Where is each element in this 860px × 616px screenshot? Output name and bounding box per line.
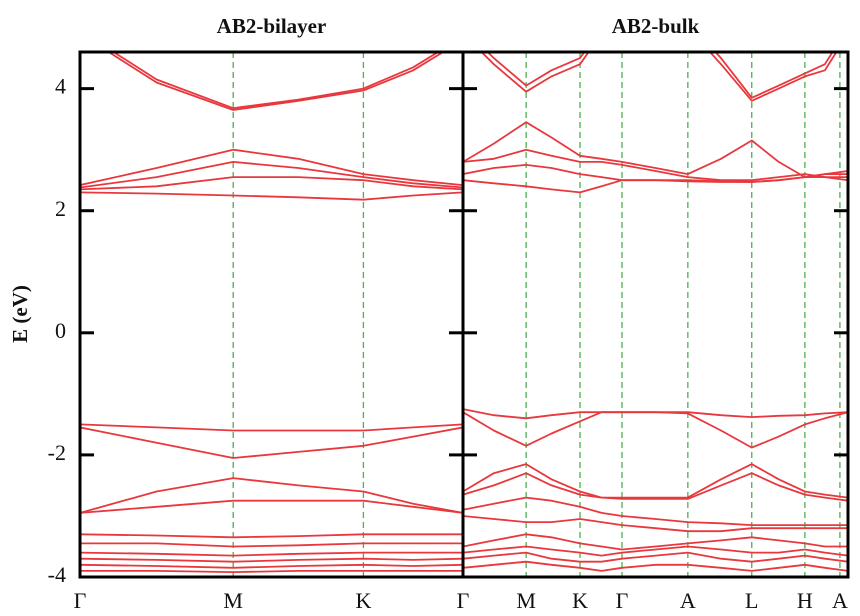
x-tick-label: K <box>355 588 371 613</box>
band-line <box>463 533 848 551</box>
band-line <box>80 161 463 189</box>
band-line <box>463 463 848 499</box>
band-line <box>463 551 848 563</box>
band-line <box>463 148 848 182</box>
band-line <box>80 542 463 548</box>
x-tick-label: M <box>223 588 243 613</box>
x-tick-label: Γ <box>74 588 87 613</box>
band-line <box>463 496 848 526</box>
panel-title: AB2-bulk <box>612 14 700 38</box>
y-tick-label: -2 <box>48 440 66 465</box>
band-line <box>80 176 463 191</box>
band-line <box>80 499 463 514</box>
band-line <box>463 170 848 194</box>
band-line <box>80 423 463 432</box>
band-line <box>80 191 463 201</box>
y-tick-label: 2 <box>55 196 66 221</box>
band-line <box>80 557 463 563</box>
panel-frame <box>78 50 465 579</box>
band-line <box>80 551 463 557</box>
x-tick-label: A <box>680 588 696 613</box>
band-line <box>463 411 848 449</box>
x-tick-label: A <box>832 588 848 613</box>
x-tick-label: M <box>516 588 536 613</box>
band-line <box>463 560 848 572</box>
y-tick-label: 0 <box>55 318 66 343</box>
bands <box>463 52 848 572</box>
x-tick-label: L <box>745 588 758 613</box>
y-axis-label: E (eV) <box>8 285 32 343</box>
band-line <box>80 426 463 459</box>
band-line <box>80 570 463 573</box>
x-tick-label: Γ <box>457 588 470 613</box>
panel-title: AB2-bilayer <box>217 14 327 38</box>
band-line <box>111 52 440 110</box>
band-line <box>80 533 463 539</box>
band-line <box>480 52 838 102</box>
band-line <box>463 121 848 182</box>
bands <box>80 52 463 573</box>
band-line <box>80 563 463 569</box>
band-line <box>107 52 445 111</box>
band-line <box>80 477 463 514</box>
panel-frame <box>461 50 850 579</box>
band-line <box>486 52 834 99</box>
band-line <box>463 515 848 533</box>
x-tick-label: K <box>572 588 588 613</box>
x-tick-label: Γ <box>616 588 629 613</box>
y-tick-label: -4 <box>48 562 66 587</box>
band-line <box>80 148 463 186</box>
y-tick-label: 4 <box>55 74 66 99</box>
band-line <box>463 408 848 420</box>
band-line <box>463 472 848 502</box>
x-tick-label: H <box>797 588 813 613</box>
band-line <box>463 545 848 557</box>
